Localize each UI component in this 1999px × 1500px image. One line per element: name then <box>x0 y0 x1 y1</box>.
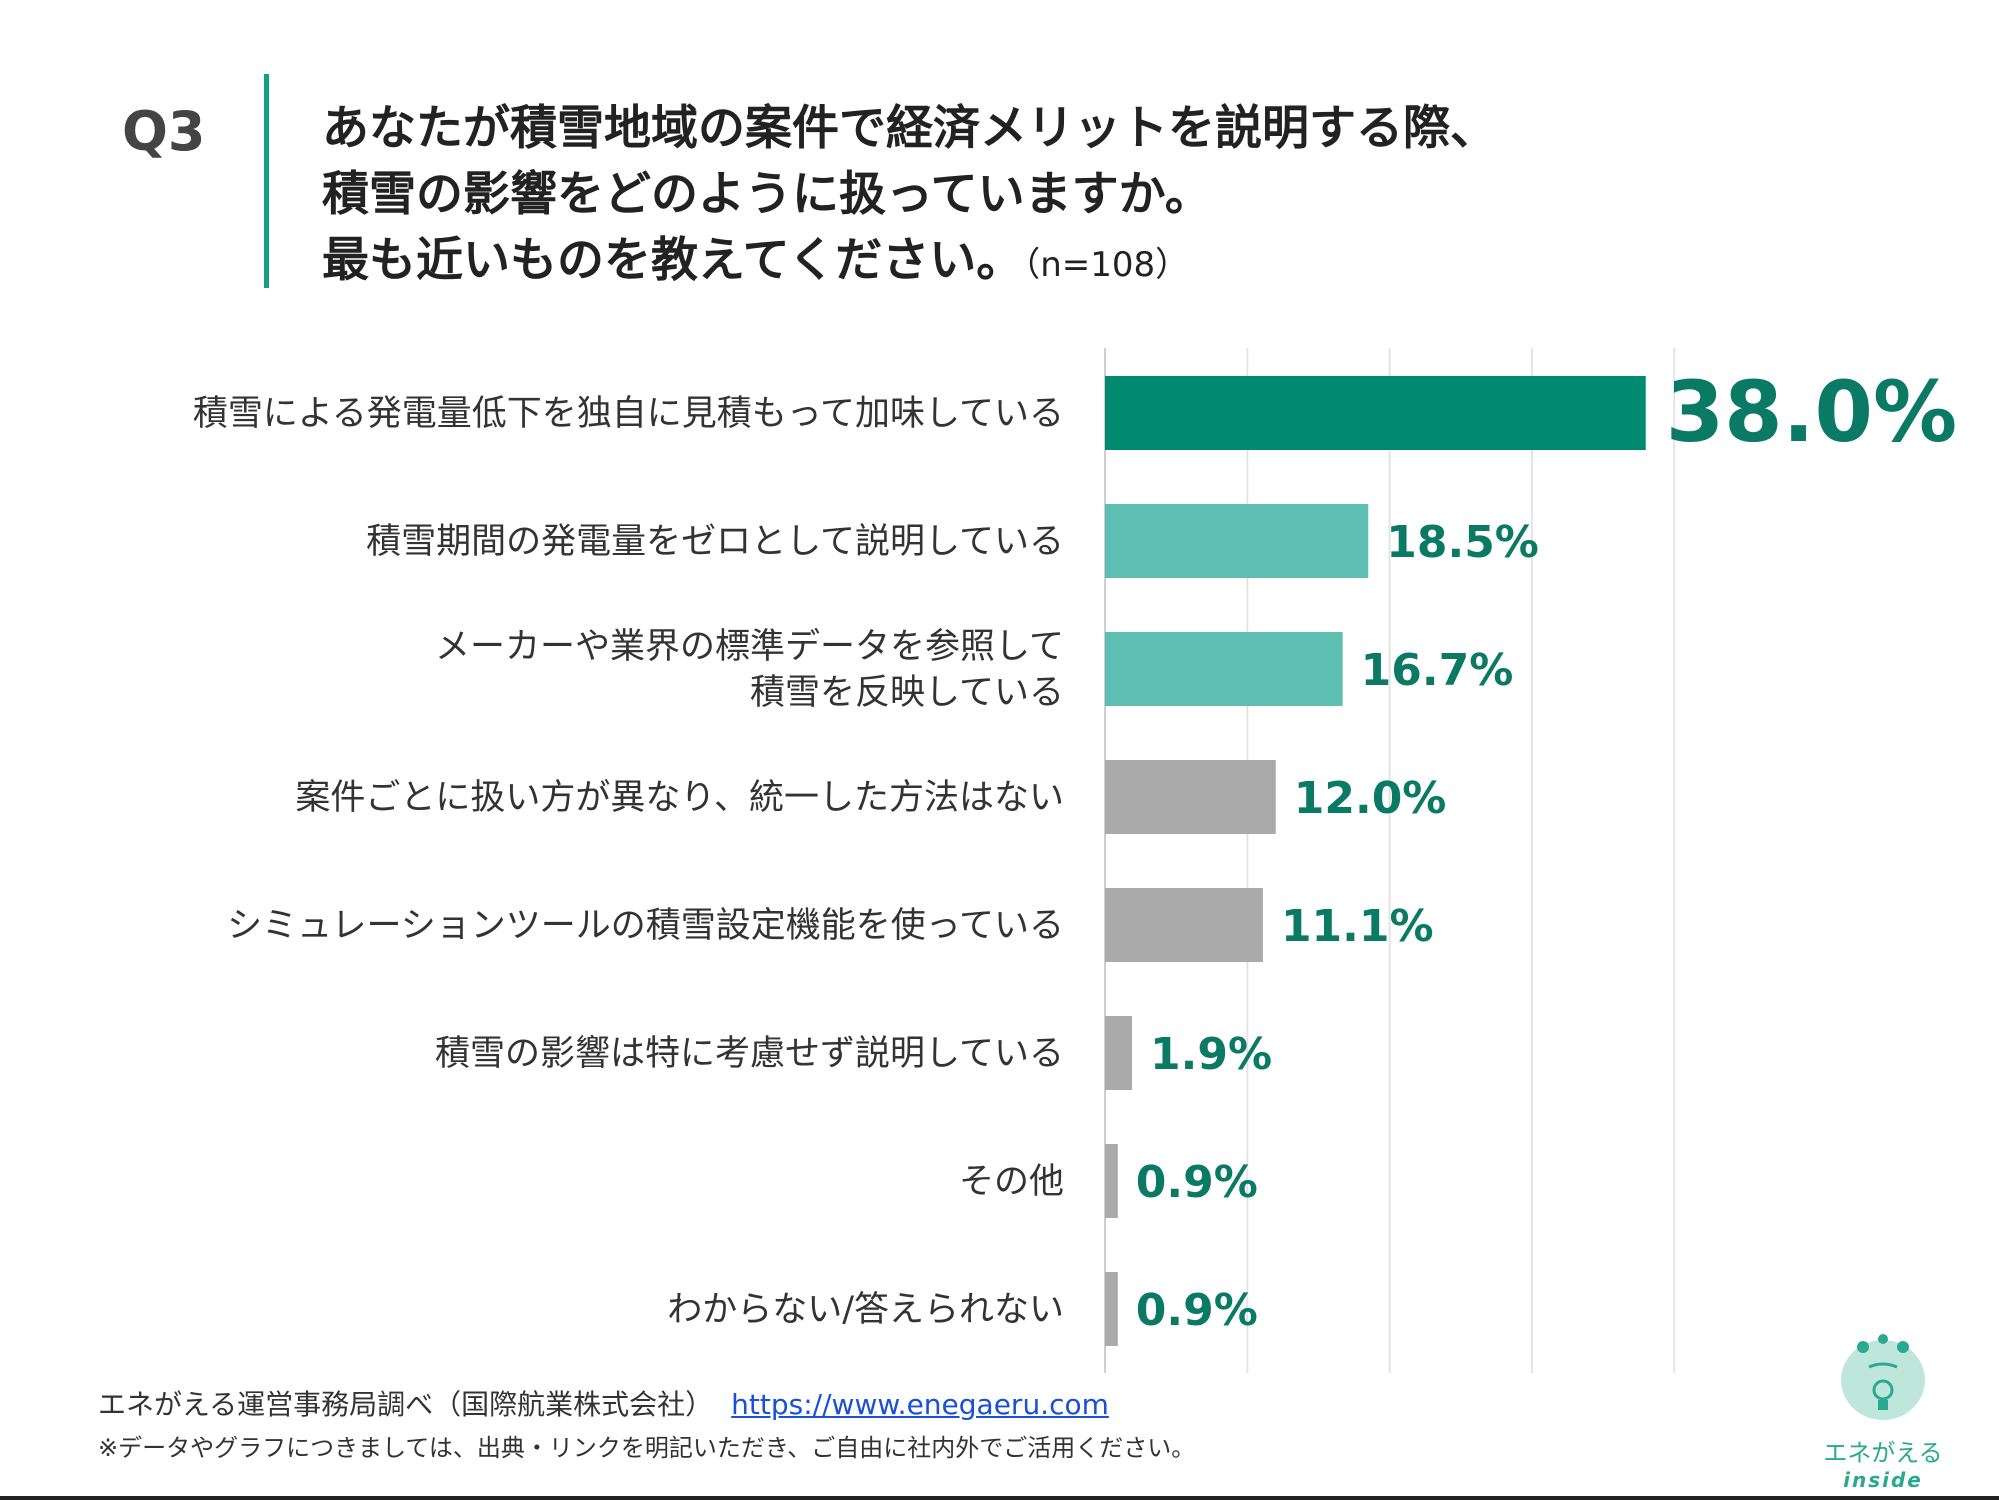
source-text: エネがえる運営事務局調べ（国際航業株式会社） <box>98 1388 714 1421</box>
bar <box>1105 1016 1133 1090</box>
bar <box>1105 1144 1118 1218</box>
value-label: 12.0% <box>1294 773 1447 824</box>
category-label: 積雪による発電量低下を独自に見積もって加味している <box>193 394 1064 434</box>
source-link[interactable]: https://www.enegaeru.com <box>731 1388 1109 1421</box>
title-line-2: 積雪の影響をどのように扱っていますか。 <box>322 167 1212 222</box>
logo: エネがえる inside <box>1808 1325 1958 1492</box>
value-label: 18.5% <box>1386 517 1539 568</box>
accent-divider <box>264 74 269 288</box>
category-label: シミュレーションツールの積雪設定機能を使っている <box>227 906 1064 946</box>
bar <box>1105 760 1276 834</box>
bar <box>1105 888 1263 962</box>
value-label: 1.9% <box>1150 1029 1272 1080</box>
frog-logo-icon <box>1841 1334 1925 1420</box>
logo-text: エネがえる <box>1823 1439 1943 1467</box>
value-label: 38.0% <box>1666 363 1957 461</box>
sample-size: （n=108） <box>1023 245 1190 285</box>
category-label: わからない/答えられない <box>667 1290 1064 1330</box>
category-label: その他 <box>959 1162 1064 1202</box>
bar <box>1105 632 1343 706</box>
value-label: 11.1% <box>1281 901 1434 952</box>
title-line-1: あなたが積雪地域の案件で経済メリットを説明する際、 <box>322 101 1497 156</box>
category-label: メーカーや業界の標準データを参照して <box>435 627 1064 667</box>
bar <box>1105 504 1369 578</box>
title-line-3: 最も近いものを教えてください。 <box>322 233 1024 288</box>
usage-note: ※データやグラフにつきましては、出典・リンクを明記いただき、ご自由に社内外でご活… <box>98 1434 1196 1462</box>
category-label: 積雪の影響は特に考慮せず説明している <box>435 1034 1064 1074</box>
question-title: あなたが積雪地域の案件で経済メリットを説明する際、 積雪の影響をどのように扱って… <box>322 96 1497 298</box>
bar <box>1105 1272 1118 1346</box>
category-label: 案件ごとに扱い方が異なり、統一した方法はない <box>295 778 1064 818</box>
question-number: Q3 <box>122 100 206 163</box>
category-label: 積雪期間の発電量をゼロとして説明している <box>366 522 1064 562</box>
value-label: 0.9% <box>1136 1157 1258 1208</box>
value-label: 16.7% <box>1361 645 1514 696</box>
source-note: エネがえる運営事務局調べ（国際航業株式会社） https://www.enegae… <box>98 1383 1109 1423</box>
value-label: 0.9% <box>1136 1285 1258 1336</box>
bar <box>1105 376 1646 450</box>
logo-subtext: inside <box>1843 1468 1923 1492</box>
category-label: 積雪を反映している <box>750 673 1064 713</box>
bottom-border <box>0 1496 1999 1500</box>
